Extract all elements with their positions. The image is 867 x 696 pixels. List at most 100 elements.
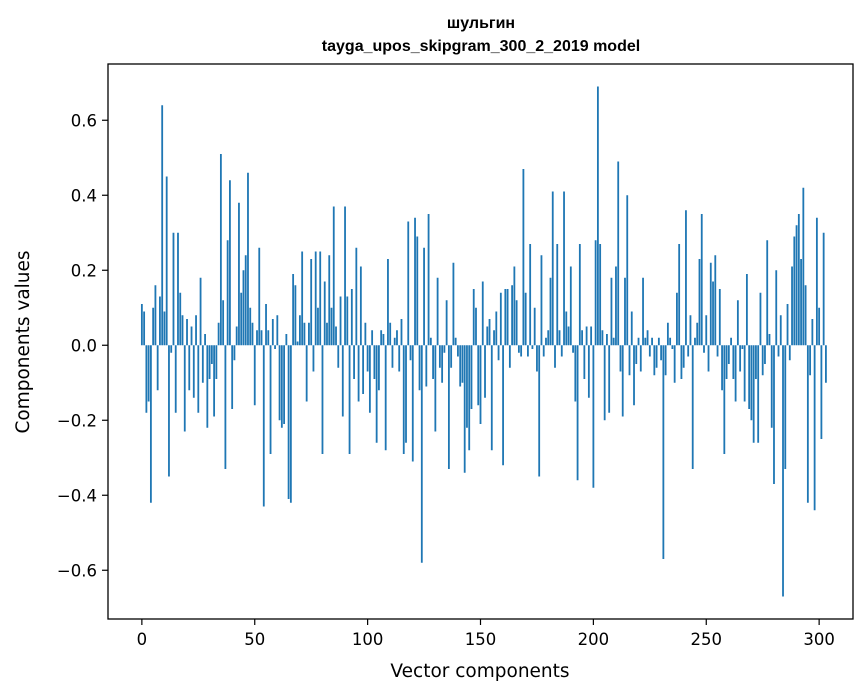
bar-104 (375, 345, 378, 443)
bar-211 (617, 161, 620, 346)
bar-22 (190, 326, 193, 346)
bar-223 (644, 337, 647, 346)
bar-46 (244, 255, 247, 346)
bar-93 (350, 289, 353, 346)
bar-65 (287, 345, 290, 499)
bar-144 (466, 345, 468, 428)
bar-4 (149, 345, 152, 503)
bar-164 (511, 285, 514, 346)
bar-16 (177, 232, 179, 346)
bar-58 (271, 319, 274, 346)
bar-252 (709, 262, 712, 346)
bar-56 (267, 330, 270, 346)
bar-113 (396, 330, 398, 346)
bar-186 (560, 345, 563, 357)
bar-180 (547, 330, 550, 346)
bar-162 (506, 289, 509, 346)
bar-197 (585, 326, 588, 346)
bar-89 (341, 345, 344, 417)
bar-249 (703, 345, 705, 353)
bar-210 (615, 266, 617, 346)
bar-161 (504, 289, 507, 346)
bar-138 (452, 262, 455, 346)
bar-215 (626, 195, 629, 346)
bar-195 (581, 330, 583, 346)
bar-168 (520, 345, 523, 357)
bar-274 (759, 292, 762, 346)
bar-208 (610, 277, 613, 346)
bar-34 (217, 322, 220, 346)
bar-8 (159, 296, 161, 346)
bar-33 (215, 345, 218, 379)
bar-36 (222, 300, 225, 346)
bar-273 (757, 345, 760, 443)
bar-202 (596, 86, 599, 346)
bar-194 (578, 244, 581, 346)
bar-303 (825, 345, 827, 383)
bar-232 (664, 345, 667, 376)
bar-20 (186, 319, 188, 346)
x-tick-label: 200 (578, 630, 610, 649)
bar-134 (443, 345, 446, 353)
bar-254 (714, 255, 717, 346)
bar-193 (576, 345, 579, 481)
bar-188 (565, 311, 568, 346)
bar-235 (671, 345, 674, 349)
bar-262 (732, 345, 735, 379)
bar-150 (479, 345, 482, 424)
bar-297 (811, 319, 814, 346)
bar-12 (168, 345, 170, 477)
x-axis-label: Vector components (390, 661, 569, 682)
bar-70 (298, 315, 301, 346)
bar-204 (601, 330, 604, 346)
bar-109 (387, 259, 389, 346)
bar-126 (425, 345, 428, 387)
bar-10 (163, 311, 166, 346)
bar-135 (445, 300, 448, 346)
bar-64 (285, 334, 288, 346)
bar-15 (174, 345, 177, 413)
bar-222 (642, 277, 644, 346)
bar-62 (280, 345, 283, 428)
bar-77 (314, 251, 317, 346)
bar-166 (515, 300, 518, 346)
y-tick-label: 0.0 (71, 336, 97, 355)
bar-85 (332, 206, 335, 346)
bar-253 (712, 281, 714, 346)
bar-165 (513, 266, 516, 346)
bar-117 (405, 345, 407, 443)
bar-244 (691, 345, 694, 469)
bar-31 (210, 345, 213, 364)
bar-18 (181, 315, 184, 346)
bar-281 (775, 270, 778, 346)
bar-247 (698, 259, 701, 346)
bar-203 (599, 244, 602, 346)
bar-220 (637, 337, 640, 346)
bar-124 (420, 345, 423, 563)
x-tick-label: 50 (244, 630, 265, 649)
bar-277 (766, 240, 769, 346)
bar-275 (761, 345, 764, 376)
bar-79 (319, 251, 322, 346)
bar-187 (563, 191, 565, 346)
bar-83 (328, 255, 331, 346)
bar-45 (242, 270, 245, 346)
bar-182 (551, 191, 554, 346)
bar-94 (353, 345, 355, 379)
bar-216 (628, 345, 631, 376)
bar-259 (725, 345, 728, 379)
bar-178 (542, 345, 545, 357)
bar-96 (357, 345, 360, 402)
bar-43 (238, 202, 240, 346)
bar-69 (296, 341, 299, 346)
x-axis-ticks: 0 50 100 150 200 250 300 (137, 619, 835, 649)
bar-147 (472, 289, 475, 346)
bar-122 (416, 236, 419, 346)
bar-38 (226, 240, 229, 346)
bar-226 (651, 337, 653, 346)
bar-143 (463, 345, 466, 473)
bar-103 (373, 345, 376, 379)
bar-158 (497, 345, 500, 361)
bar-230 (660, 345, 663, 361)
bar-102 (371, 330, 374, 346)
